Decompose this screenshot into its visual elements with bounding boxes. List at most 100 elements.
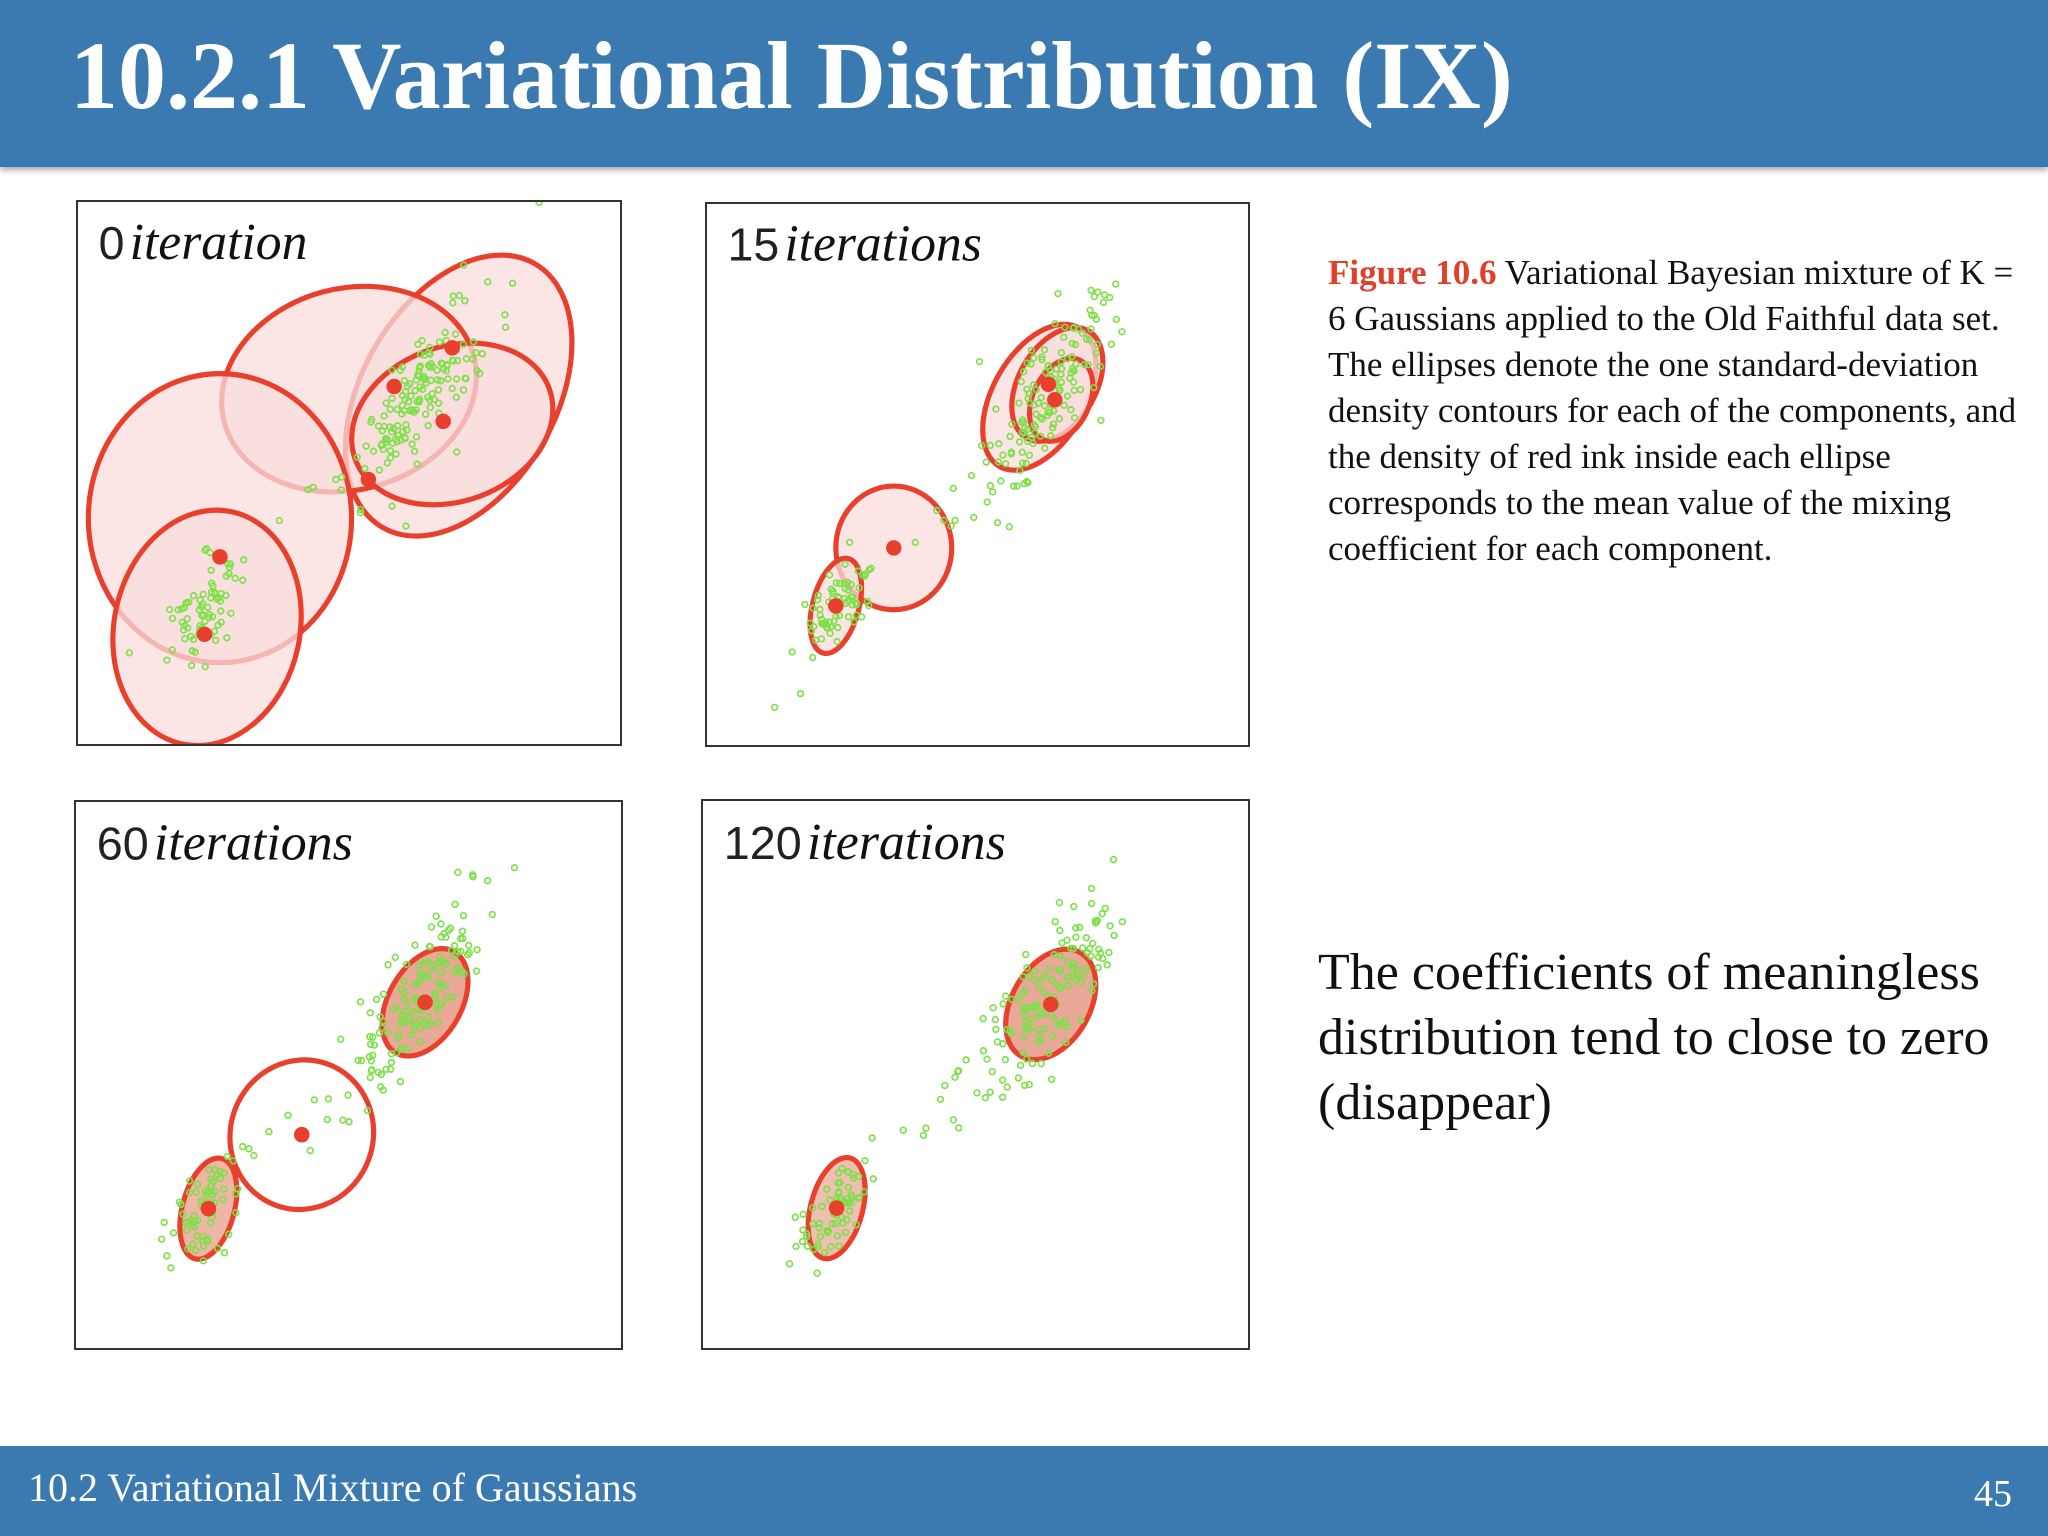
point [799,1226,807,1234]
point [1087,884,1096,893]
point [508,279,517,287]
point [1072,933,1080,941]
point [458,968,466,976]
point [402,522,410,530]
point [284,1111,292,1120]
point [1003,1083,1011,1091]
component-mean [1047,392,1063,408]
point [809,604,817,612]
point [1018,416,1027,424]
point [421,410,430,418]
point [442,959,450,968]
point [437,377,445,385]
point [1030,354,1038,362]
point [1073,971,1081,979]
point [847,1191,856,1199]
point [1097,416,1105,425]
point [841,560,849,568]
point [843,1167,852,1176]
component-mean [828,598,844,614]
point [501,323,510,331]
point [1105,293,1114,302]
point [437,933,445,941]
point [189,1240,197,1248]
point [1096,949,1105,957]
point [852,601,860,609]
point [1076,923,1084,932]
point [193,1180,202,1188]
point [439,365,448,373]
point [1028,1059,1037,1068]
point [384,961,392,969]
point [998,1093,1007,1101]
point [469,338,478,346]
point [202,544,211,553]
point [393,405,401,414]
point [1063,1023,1072,1031]
point [1066,374,1074,382]
point [999,1040,1007,1048]
point [339,1116,347,1124]
point [395,1030,403,1039]
point [417,969,426,978]
point [435,399,443,407]
point [460,261,468,269]
point [372,995,381,1004]
point [1087,899,1096,908]
point [1101,904,1109,913]
point [210,627,219,635]
data-points [125,202,543,671]
point [197,603,206,611]
point [309,483,317,492]
point [954,1067,962,1076]
point [422,1021,430,1030]
point [855,584,863,592]
point [1038,1009,1046,1017]
point [368,1051,377,1059]
point [1057,378,1066,386]
point [382,434,390,443]
point [852,611,861,619]
point [951,1073,959,1081]
point [201,1187,210,1195]
point [828,1220,837,1228]
point [216,597,224,605]
point [386,405,394,413]
point [798,1237,807,1246]
point [403,1000,412,1008]
point [1070,414,1079,422]
point [1023,359,1031,367]
point [1061,1016,1070,1025]
point [451,952,459,960]
point [198,1237,207,1245]
point [388,502,396,510]
point [201,617,209,625]
point [510,863,519,872]
point [1044,408,1052,416]
point [1025,1080,1033,1089]
point [225,563,234,572]
point [226,560,235,568]
point [240,556,248,564]
point [401,1007,410,1016]
component-mean [886,540,902,556]
point [992,405,1000,413]
point [468,871,477,879]
point [954,1124,963,1132]
point [981,1094,990,1102]
point [982,458,990,466]
point [834,623,842,632]
point [1070,367,1078,375]
point [1072,924,1080,932]
point [993,519,1002,527]
point [169,1229,178,1237]
component-mean [828,1200,845,1216]
point [989,488,997,496]
point [459,911,468,920]
point [233,1184,242,1193]
point [175,1198,184,1206]
point [245,1145,253,1153]
point [833,637,841,646]
point [238,1142,247,1151]
panel-plot: 15 iterations [728,216,1126,712]
